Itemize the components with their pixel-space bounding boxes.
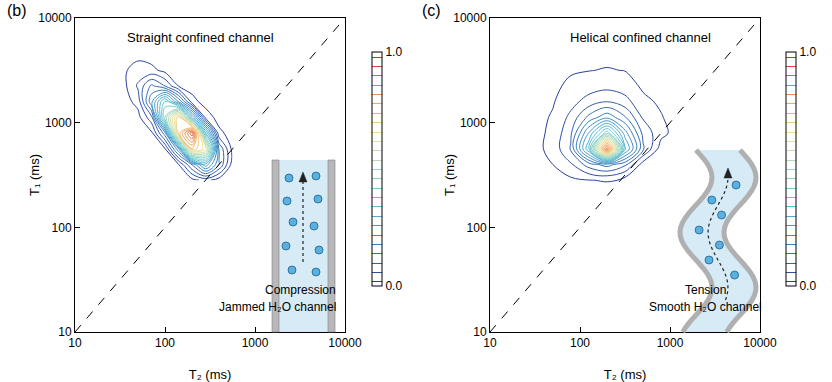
svg-text:10: 10	[58, 325, 72, 339]
svg-text:1000: 1000	[460, 116, 487, 130]
svg-text:T₁ (ms): T₁ (ms)	[442, 154, 457, 196]
svg-text:10: 10	[68, 336, 82, 350]
svg-text:T₂ (ms): T₂ (ms)	[604, 367, 647, 382]
svg-text:10000: 10000	[38, 11, 72, 25]
svg-text:T₂ (ms): T₂ (ms)	[189, 367, 232, 382]
svg-text:Smooth H₂O channel: Smooth H₂O channel	[649, 300, 762, 314]
svg-text:10: 10	[473, 325, 487, 339]
svg-text:1.0: 1.0	[385, 45, 402, 59]
svg-text:100: 100	[52, 221, 72, 235]
svg-text:10000: 10000	[743, 336, 777, 350]
svg-text:1.0: 1.0	[799, 45, 816, 59]
svg-text:1000: 1000	[45, 116, 72, 130]
svg-text:Tension: Tension	[685, 283, 726, 297]
svg-text:T₁ (ms): T₁ (ms)	[27, 154, 42, 196]
svg-text:Compression: Compression	[265, 283, 336, 297]
svg-text:10000: 10000	[328, 336, 362, 350]
svg-text:(b): (b)	[7, 2, 27, 19]
svg-text:10: 10	[483, 336, 497, 350]
svg-text:100: 100	[467, 221, 487, 235]
svg-text:1000: 1000	[242, 336, 269, 350]
svg-text:0.0: 0.0	[385, 279, 402, 293]
svg-text:100: 100	[155, 336, 175, 350]
svg-text:Helical confined channel: Helical confined channel	[570, 30, 711, 45]
svg-text:(c): (c)	[422, 2, 441, 19]
svg-text:Straight confined channel: Straight confined channel	[127, 30, 274, 45]
svg-text:100: 100	[570, 336, 590, 350]
svg-text:10000: 10000	[453, 11, 487, 25]
svg-text:0.0: 0.0	[799, 279, 816, 293]
svg-text:Jammed H₂O channel: Jammed H₂O channel	[219, 300, 336, 314]
svg-text:1000: 1000	[657, 336, 684, 350]
